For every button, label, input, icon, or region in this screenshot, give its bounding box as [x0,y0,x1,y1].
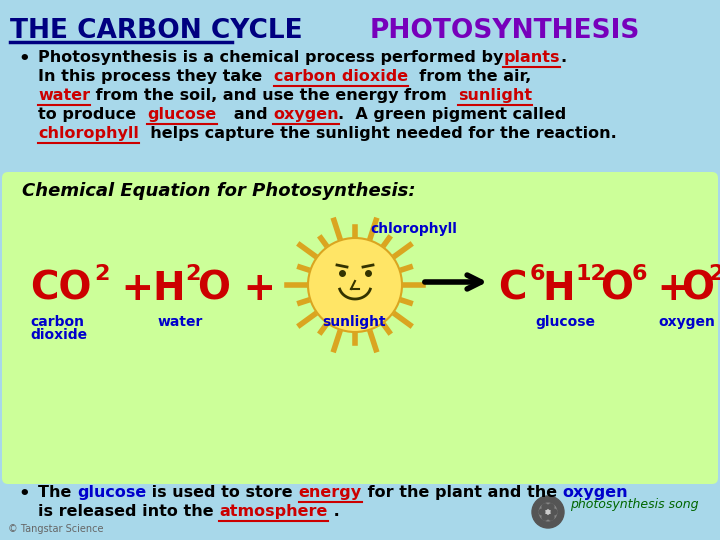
Text: 6: 6 [632,264,647,284]
Text: In this process they take: In this process they take [38,69,274,84]
Text: O: O [197,270,230,308]
Text: 6: 6 [530,264,546,284]
Text: and: and [217,107,273,122]
Text: H: H [152,270,184,308]
Text: .  A green pigment called: . A green pigment called [338,107,567,122]
Text: 2: 2 [185,264,200,284]
FancyBboxPatch shape [2,172,718,484]
Text: oxygen: oxygen [562,485,628,500]
Text: oxygen: oxygen [273,107,338,122]
Text: © Tangstar Science: © Tangstar Science [8,524,104,534]
Text: glucose: glucose [77,485,146,500]
Text: carbon: carbon [30,315,84,329]
Text: H: H [542,270,575,308]
Text: from the air,: from the air, [408,69,531,84]
Text: sunlight: sunlight [322,315,386,329]
Circle shape [548,515,554,520]
Text: O: O [600,270,633,308]
Text: 2: 2 [94,264,109,284]
Text: •: • [18,50,30,68]
Text: 2: 2 [708,264,720,284]
Text: •: • [18,485,30,503]
Text: C: C [498,270,526,308]
Text: sunlight: sunlight [458,88,532,103]
Text: CO: CO [30,270,91,308]
Text: The: The [38,485,77,500]
Text: plants: plants [503,50,560,65]
Text: is used to store: is used to store [146,485,299,500]
Circle shape [548,504,554,510]
Text: +: + [230,270,289,308]
Circle shape [532,496,564,528]
Text: O: O [681,270,714,308]
Text: dioxide: dioxide [30,328,87,342]
Circle shape [539,509,545,515]
Text: oxygen: oxygen [658,315,715,329]
Text: atmosphere: atmosphere [220,504,328,519]
Text: for the plant and the: for the plant and the [361,485,562,500]
Circle shape [542,515,548,520]
Text: to produce: to produce [38,107,148,122]
Text: THE CARBON CYCLE: THE CARBON CYCLE [10,18,302,44]
Text: .: . [560,50,566,65]
Text: glucose: glucose [535,315,595,329]
Text: is released into the: is released into the [38,504,220,519]
Text: water: water [38,88,90,103]
Text: 12: 12 [575,264,606,284]
Text: Photosynthesis is a chemical process performed by: Photosynthesis is a chemical process per… [38,50,503,65]
Text: glucose: glucose [148,107,217,122]
Text: chlorophyll: chlorophyll [370,222,457,236]
Text: PHOTOSYNTHESIS: PHOTOSYNTHESIS [370,18,640,44]
Circle shape [544,509,552,516]
Text: carbon dioxide: carbon dioxide [274,69,408,84]
Circle shape [308,238,402,332]
Text: +: + [108,270,168,308]
Circle shape [539,503,557,521]
Circle shape [542,504,548,510]
Text: +: + [644,270,703,308]
Text: helps capture the sunlight needed for the reaction.: helps capture the sunlight needed for th… [139,126,616,141]
Text: chlorophyll: chlorophyll [38,126,139,141]
Text: photosynthesis song: photosynthesis song [570,498,698,511]
Text: water: water [158,315,203,329]
Text: energy: energy [299,485,361,500]
Text: Chemical Equation for Photosynthesis:: Chemical Equation for Photosynthesis: [22,182,415,200]
Text: from the soil, and use the energy from: from the soil, and use the energy from [90,88,458,103]
Text: .: . [328,504,339,519]
Circle shape [552,509,557,515]
